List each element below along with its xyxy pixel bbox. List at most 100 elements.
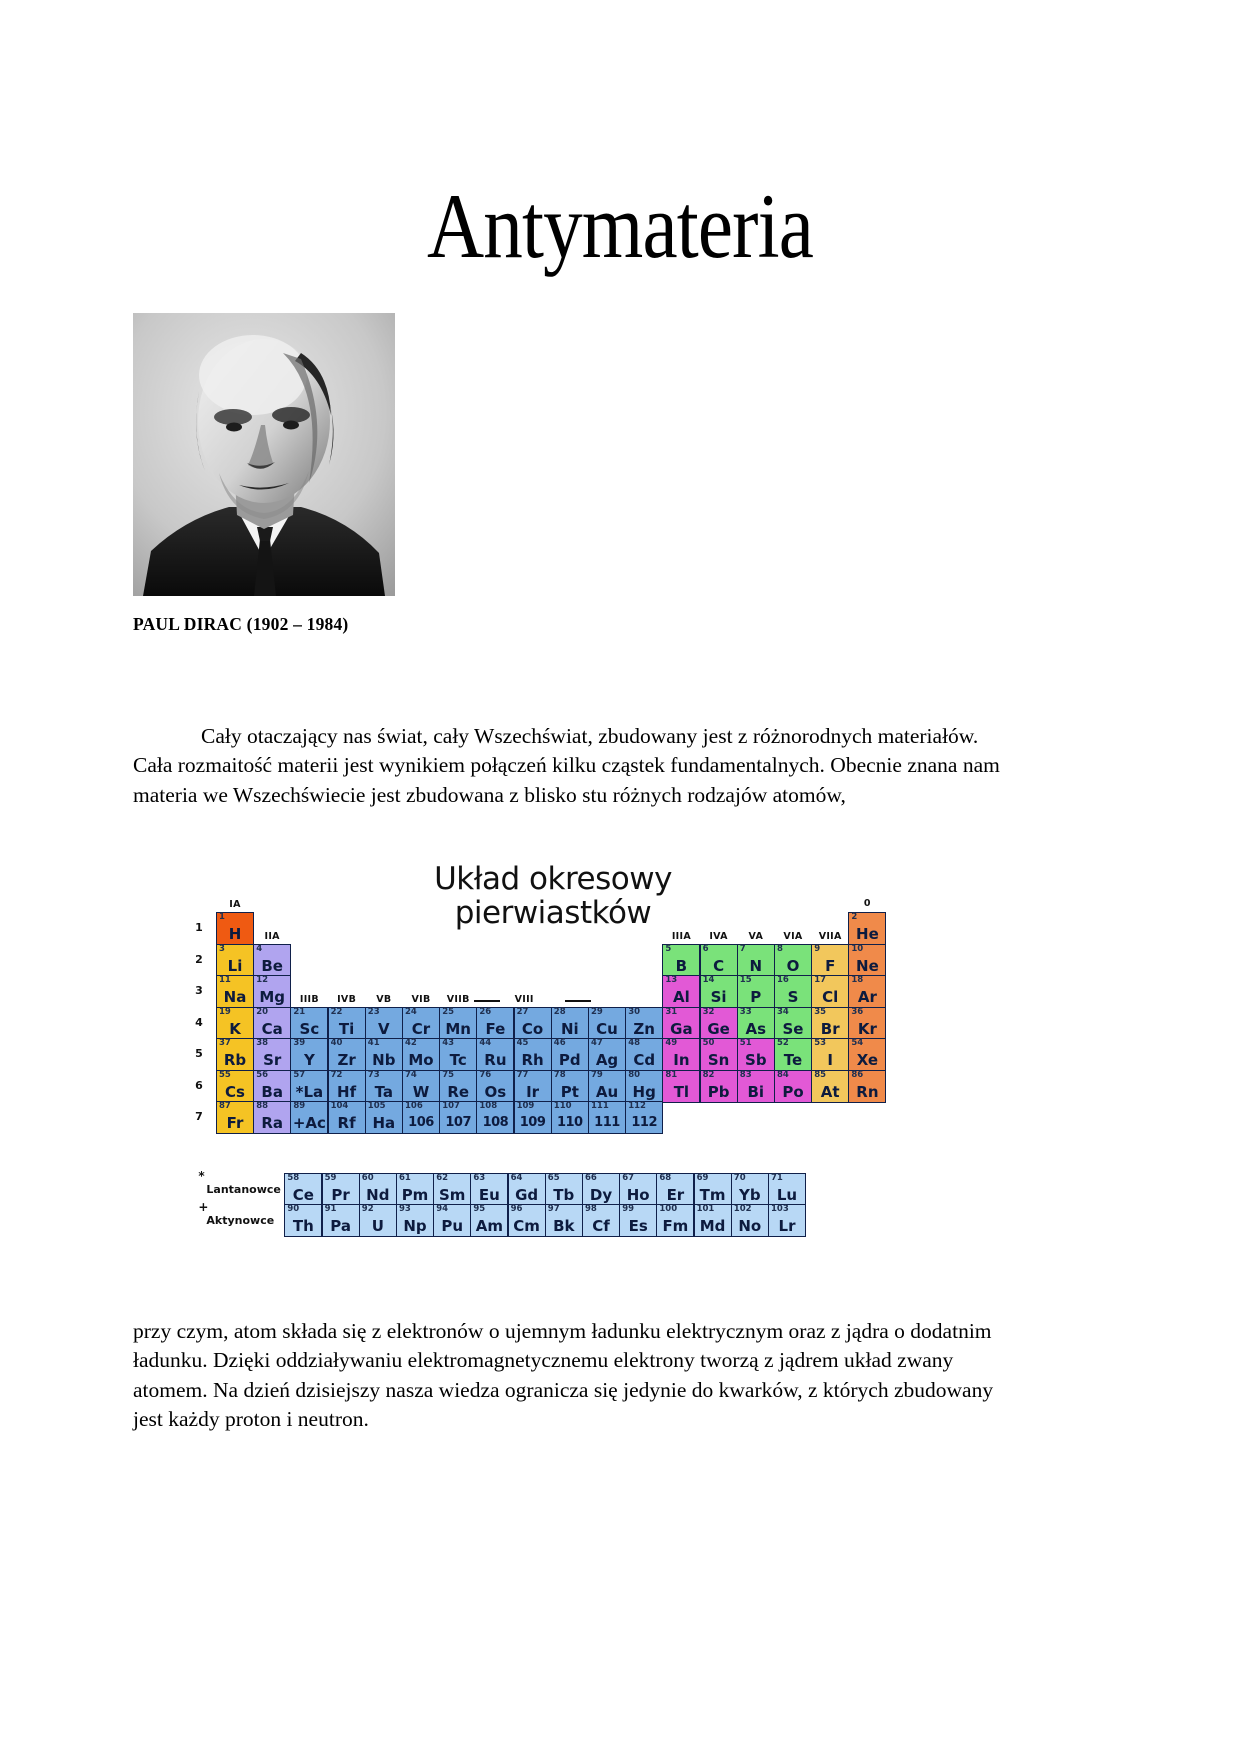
element-cell-Sb: 51 Sb <box>736 1038 775 1071</box>
element-symbol: S <box>787 988 799 1006</box>
atomic-number: 112 <box>628 1101 646 1111</box>
element-symbol: Mn <box>445 1019 471 1038</box>
element-symbol: Nb <box>372 1051 396 1069</box>
period-label-4: 4 <box>195 1015 203 1029</box>
atomic-number: 9 <box>814 943 821 954</box>
atomic-number: 110 <box>553 1101 572 1111</box>
element-cell-Co: 27 Co <box>513 1006 552 1040</box>
atomic-number: 68 <box>659 1172 672 1183</box>
atomic-number: 37 <box>219 1038 231 1048</box>
element-symbol: Ti <box>338 1019 355 1038</box>
element-cell-Ir: 77 Ir <box>513 1069 552 1103</box>
group-label-VIIB: VIIB <box>446 993 470 1005</box>
atomic-number: 33 <box>739 1006 752 1017</box>
element-symbol: O <box>786 956 800 975</box>
element-symbol: 107 <box>445 1115 471 1130</box>
element-symbol: Tb <box>553 1185 575 1204</box>
element-symbol: Ni <box>560 1019 579 1038</box>
element-cell-Nd: 60 Nd <box>358 1172 397 1206</box>
group-label-IIA: IIA <box>264 930 280 942</box>
element-symbol: Po <box>782 1082 804 1101</box>
atomic-number: 30 <box>628 1006 641 1017</box>
element-symbol: Lr <box>778 1217 796 1235</box>
element-symbol: 112 <box>631 1115 657 1130</box>
atomic-number: 41 <box>367 1038 380 1048</box>
element-symbol: Tm <box>699 1185 726 1204</box>
atomic-number: 14 <box>702 975 715 985</box>
atomic-number: 23 <box>367 1006 380 1017</box>
atomic-number: 75 <box>442 1069 455 1080</box>
element-symbol: Y <box>303 1051 315 1069</box>
atomic-number: 27 <box>516 1006 529 1017</box>
element-symbol: Cf <box>592 1217 610 1235</box>
element-symbol: Ne <box>856 956 879 975</box>
element-cell-Pt: 78 Pt <box>550 1069 589 1103</box>
atomic-number: 60 <box>361 1172 374 1183</box>
atomic-number: 50 <box>702 1038 715 1048</box>
element-symbol: Ta <box>374 1082 393 1101</box>
atomic-number: 100 <box>659 1204 678 1214</box>
element-symbol: Co <box>521 1019 544 1038</box>
element-symbol: Ru <box>484 1051 507 1069</box>
paul-dirac-photo <box>133 313 395 596</box>
element-cell-Kr: 36 Kr <box>848 1006 887 1040</box>
atomic-number: 2 <box>851 912 858 922</box>
element-cell-Nb: 41 Nb <box>364 1038 403 1071</box>
atomic-number: 66 <box>585 1172 597 1183</box>
element-symbol: Br <box>820 1019 840 1038</box>
atomic-number: 111 <box>591 1101 609 1111</box>
element-cell-At: 85 At <box>811 1069 850 1103</box>
atomic-number: 82 <box>702 1069 715 1080</box>
atomic-number: 106 <box>405 1101 423 1111</box>
element-cell-Yb: 70 Yb <box>730 1172 769 1206</box>
atomic-number: 105 <box>367 1101 386 1111</box>
element-cell-Cf: 98 Cf <box>582 1204 620 1237</box>
element-symbol: 108 <box>482 1115 509 1130</box>
atomic-number: 28 <box>553 1006 566 1017</box>
element-cell-108: 108 108 <box>476 1101 515 1134</box>
element-cell-Pb: 82 Pb <box>699 1069 738 1103</box>
element-symbol: He <box>856 925 879 943</box>
group-label-VIIA: VIIA <box>818 930 842 942</box>
element-cell-Xe: 54 Xe <box>848 1038 887 1071</box>
atomic-number: 51 <box>739 1038 752 1048</box>
atomic-number: 1 <box>219 912 225 922</box>
periodic-table-title: Układ okresowy pierwiastków <box>388 862 718 930</box>
element-cell-Cl: 17 Cl <box>811 975 850 1008</box>
element-cell-Li: 3 Li <box>216 943 254 977</box>
atomic-number: 59 <box>324 1172 337 1183</box>
group-label-0: 0 <box>863 898 871 909</box>
element-cell-112: 112 112 <box>625 1101 664 1134</box>
element-cell-Mo: 42 Mo <box>402 1038 440 1071</box>
element-cell-Pd: 46 Pd <box>550 1038 589 1071</box>
group-label-VB: VB <box>376 993 392 1005</box>
element-cell-Lu: 71 Lu <box>768 1172 806 1206</box>
element-symbol: Pm <box>401 1185 429 1204</box>
element-cell-Fr: 87 Fr <box>216 1101 254 1134</box>
atomic-number: 36 <box>851 1006 864 1017</box>
element-cell-Ar: 18 Ar <box>848 975 887 1008</box>
period-label-5: 5 <box>195 1047 203 1060</box>
atomic-number: 7 <box>739 943 746 954</box>
page-title: Antymateria <box>426 174 814 277</box>
element-symbol: Se <box>782 1019 804 1038</box>
element-cell-110: 110 110 <box>550 1101 589 1134</box>
atomic-number: 34 <box>777 1006 789 1017</box>
atomic-number: 79 <box>591 1069 603 1080</box>
element-cell-Sc: 21 Sc <box>290 1006 329 1040</box>
element-cell-Au: 79 Au <box>588 1069 626 1103</box>
atomic-number: 109 <box>516 1101 535 1111</box>
atomic-number: 77 <box>516 1069 529 1080</box>
atomic-number: 78 <box>553 1069 566 1080</box>
element-symbol: Sr <box>263 1051 282 1069</box>
element-cell-Ag: 47 Ag <box>588 1038 626 1071</box>
element-symbol: Ge <box>707 1019 730 1038</box>
element-symbol: Pa <box>330 1217 351 1235</box>
element-cell-Ni: 28 Ni <box>550 1006 589 1040</box>
series-marker-lanthanides: * <box>198 1168 205 1183</box>
element-symbol: Nd <box>366 1185 390 1204</box>
element-cell-Ho: 67 Ho <box>619 1172 658 1206</box>
element-symbol: Ba <box>261 1082 283 1101</box>
